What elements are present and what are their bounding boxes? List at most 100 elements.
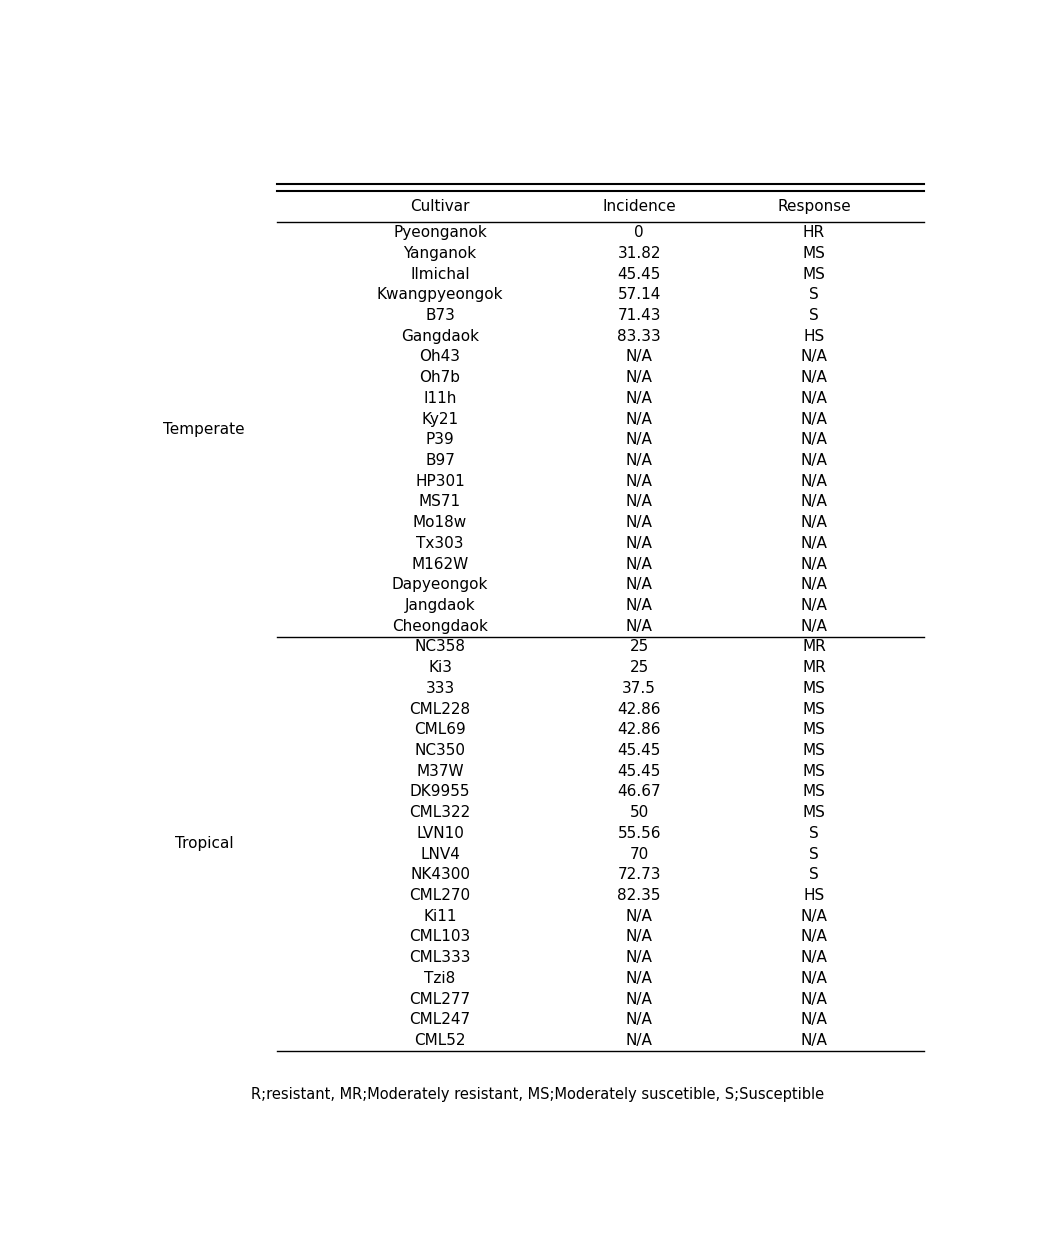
Text: N/A: N/A [800,412,828,427]
Text: N/A: N/A [800,619,828,634]
Text: 31.82: 31.82 [618,246,661,261]
Text: Kwangpyeongok: Kwangpyeongok [377,288,504,303]
Text: S: S [809,288,819,303]
Text: 70: 70 [629,847,649,862]
Text: N/A: N/A [800,453,828,468]
Text: DK9955: DK9955 [410,784,470,799]
Text: CML322: CML322 [409,806,471,821]
Text: CML228: CML228 [409,702,471,717]
Text: Mo18w: Mo18w [413,515,467,530]
Text: MS: MS [802,722,826,737]
Text: N/A: N/A [800,971,828,986]
Text: CML277: CML277 [409,992,471,1007]
Text: N/A: N/A [800,494,828,509]
Text: N/A: N/A [800,370,828,385]
Text: MS: MS [802,702,826,717]
Text: NC358: NC358 [414,639,466,654]
Text: MS: MS [802,743,826,758]
Text: S: S [809,867,819,882]
Text: N/A: N/A [800,577,828,592]
Text: MS: MS [802,266,826,281]
Text: N/A: N/A [626,577,652,592]
Text: N/A: N/A [800,1012,828,1027]
Text: CML103: CML103 [409,929,471,945]
Text: I11h: I11h [424,390,456,405]
Text: N/A: N/A [626,557,652,572]
Text: P39: P39 [426,433,454,448]
Text: NK4300: NK4300 [410,867,470,882]
Text: N/A: N/A [626,453,652,468]
Text: 45.45: 45.45 [618,743,661,758]
Text: Ki3: Ki3 [428,661,452,676]
Text: N/A: N/A [800,1033,828,1048]
Text: B97: B97 [425,453,455,468]
Text: HS: HS [804,329,825,344]
Text: Cheongdaok: Cheongdaok [392,619,488,634]
Text: N/A: N/A [800,950,828,965]
Text: MS71: MS71 [419,494,462,509]
Text: N/A: N/A [626,929,652,945]
Text: N/A: N/A [800,557,828,572]
Text: Tx303: Tx303 [416,535,464,550]
Text: CML247: CML247 [409,1012,471,1027]
Text: N/A: N/A [800,598,828,613]
Text: 333: 333 [426,681,454,696]
Text: 72.73: 72.73 [618,867,661,882]
Text: B73: B73 [425,308,455,323]
Text: HS: HS [804,888,825,903]
Text: N/A: N/A [626,433,652,448]
Text: N/A: N/A [626,1033,652,1048]
Text: 45.45: 45.45 [618,266,661,281]
Text: 0: 0 [635,225,644,240]
Text: N/A: N/A [626,390,652,405]
Text: N/A: N/A [800,535,828,550]
Text: 82.35: 82.35 [618,888,661,903]
Text: R;resistant, MR;Moderately resistant, MS;Moderately suscetible, S;Susceptible: R;resistant, MR;Moderately resistant, MS… [251,1087,825,1102]
Text: Pyeonganok: Pyeonganok [393,225,487,240]
Text: MS: MS [802,246,826,261]
Text: N/A: N/A [626,412,652,427]
Text: LVN10: LVN10 [416,826,464,841]
Text: N/A: N/A [800,992,828,1007]
Text: N/A: N/A [626,1012,652,1027]
Text: 42.86: 42.86 [618,702,661,717]
Text: N/A: N/A [626,950,652,965]
Text: N/A: N/A [626,971,652,986]
Text: MR: MR [802,639,826,654]
Text: N/A: N/A [800,474,828,489]
Text: N/A: N/A [626,598,652,613]
Text: S: S [809,308,819,323]
Text: Ki11: Ki11 [424,908,456,923]
Text: MS: MS [802,763,826,778]
Text: 45.45: 45.45 [618,763,661,778]
Text: N/A: N/A [800,390,828,405]
Text: Ky21: Ky21 [422,412,458,427]
Text: N/A: N/A [626,515,652,530]
Text: N/A: N/A [626,619,652,634]
Text: 55.56: 55.56 [618,826,661,841]
Text: 25: 25 [629,661,649,676]
Text: M162W: M162W [411,557,469,572]
Text: Oh43: Oh43 [420,349,461,364]
Text: N/A: N/A [800,929,828,945]
Text: 42.86: 42.86 [618,722,661,737]
Text: Yanganok: Yanganok [404,246,476,261]
Text: MS: MS [802,784,826,799]
Text: Tzi8: Tzi8 [425,971,455,986]
Text: 46.67: 46.67 [618,784,661,799]
Text: Temperate: Temperate [164,422,245,437]
Text: CML69: CML69 [414,722,466,737]
Text: MS: MS [802,806,826,821]
Text: Incidence: Incidence [602,199,677,214]
Text: Cultivar: Cultivar [410,199,470,214]
Text: N/A: N/A [626,535,652,550]
Text: 25: 25 [629,639,649,654]
Text: 37.5: 37.5 [622,681,657,696]
Text: Jangdaok: Jangdaok [405,598,475,613]
Text: N/A: N/A [626,992,652,1007]
Text: 71.43: 71.43 [618,308,661,323]
Text: N/A: N/A [800,433,828,448]
Text: 57.14: 57.14 [618,288,661,303]
Text: Gangdaok: Gangdaok [401,329,479,344]
Text: N/A: N/A [626,908,652,923]
